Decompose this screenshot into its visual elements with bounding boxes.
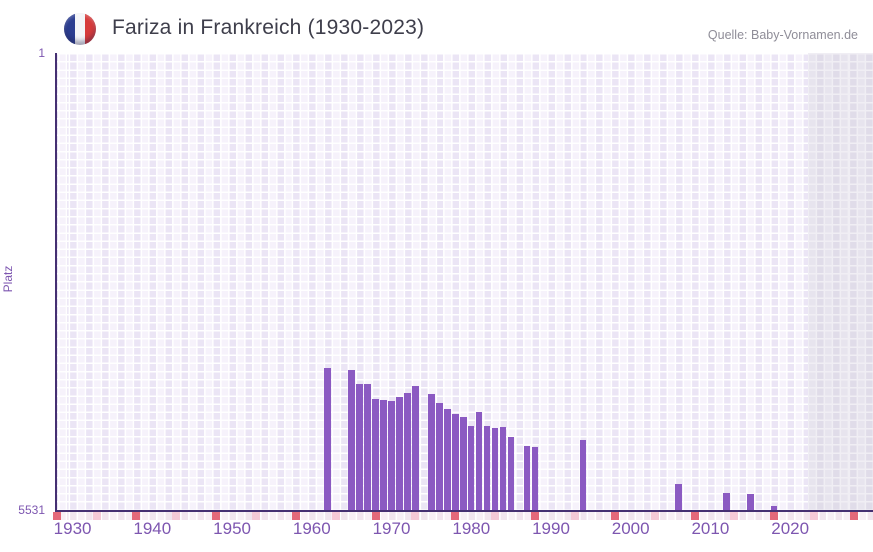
strip-mark-1988 — [531, 512, 539, 520]
strip-mark-2028 — [850, 512, 858, 520]
bar-2006[interactable] — [675, 484, 682, 510]
strip-mark-2023 — [810, 512, 819, 520]
strip-mark-1948 — [212, 512, 221, 520]
bar-1967[interactable] — [364, 384, 371, 510]
bar-2012[interactable] — [723, 493, 730, 510]
x-tick-label-1980: 1980 — [452, 519, 491, 538]
bar-1968[interactable] — [372, 399, 379, 510]
bar-1984[interactable] — [499, 426, 507, 510]
strip-mark-1928 — [52, 512, 61, 520]
y-axis-title: Platz — [1, 265, 15, 293]
strip-mark-2008 — [690, 512, 699, 520]
strip-mark-1968 — [371, 512, 380, 520]
bar-1975[interactable] — [428, 394, 435, 510]
strip-mark-1933 — [92, 512, 101, 520]
bar-1980[interactable] — [467, 426, 475, 510]
bar-1971[interactable] — [396, 396, 403, 510]
x-tick-label-1990: 1990 — [532, 519, 570, 538]
bar-2015[interactable] — [747, 493, 754, 510]
x-tick-label-1930: 1930 — [53, 519, 92, 538]
strip-mark-2013 — [730, 512, 739, 520]
x-tick-label-2000: 2000 — [611, 519, 650, 538]
strip-mark-1958 — [291, 512, 300, 520]
bar-1978[interactable] — [452, 413, 459, 510]
bar-1979[interactable] — [460, 416, 467, 510]
bar-1977[interactable] — [444, 409, 451, 510]
france-flag-icon — [64, 13, 96, 45]
bar-1973[interactable] — [412, 385, 419, 510]
strip-mark-2003 — [650, 512, 659, 520]
x-tick-label-1950: 1950 — [213, 519, 252, 538]
x-tick-label-1970: 1970 — [372, 519, 411, 538]
strip-mark-1973 — [411, 512, 420, 520]
bar-1983[interactable] — [491, 427, 499, 510]
bar-1969[interactable] — [380, 400, 387, 510]
strip-mark-1963 — [331, 512, 340, 520]
strip-mark-1953 — [252, 512, 260, 520]
bar-1985[interactable] — [507, 437, 515, 510]
strip-mark-1978 — [451, 512, 460, 520]
x-tick-label-2020: 2020 — [771, 519, 810, 538]
bar-1966[interactable] — [356, 384, 363, 510]
bar-1981[interactable] — [475, 411, 483, 510]
strip-mark-2018 — [770, 512, 779, 520]
bar-1987[interactable] — [523, 445, 531, 510]
source-credit: Quelle: Baby-Vornamen.de — [707, 28, 858, 42]
x-tick-label-1940: 1940 — [133, 519, 172, 538]
plot-area — [55, 53, 873, 512]
bar-1970[interactable] — [388, 401, 395, 510]
chart-title: Fariza in Frankreich (1930-2023) — [112, 16, 425, 39]
recent-years-zone — [808, 53, 873, 510]
strip-mark-1943 — [172, 512, 181, 520]
strip-mark-1983 — [491, 512, 500, 520]
y-axis-tick-bottom: 5531 — [18, 503, 45, 517]
strip-mark-1993 — [570, 512, 579, 520]
bar-1988[interactable] — [531, 446, 539, 510]
bar-1972[interactable] — [404, 393, 411, 510]
x-tick-label-2010: 2010 — [691, 519, 730, 538]
strip-mark-1938 — [132, 512, 141, 520]
bar-1965[interactable] — [348, 370, 355, 510]
timeline-strip — [52, 512, 873, 520]
bar-1962[interactable] — [324, 368, 331, 510]
bar-1976[interactable] — [436, 402, 443, 510]
bar-1982[interactable] — [483, 426, 491, 510]
bar-2018[interactable] — [770, 506, 778, 510]
bar-1994[interactable] — [579, 440, 587, 510]
y-axis-tick-top: 1 — [38, 46, 45, 60]
strip-mark-1998 — [610, 512, 619, 520]
x-tick-label-1960: 1960 — [292, 519, 331, 538]
